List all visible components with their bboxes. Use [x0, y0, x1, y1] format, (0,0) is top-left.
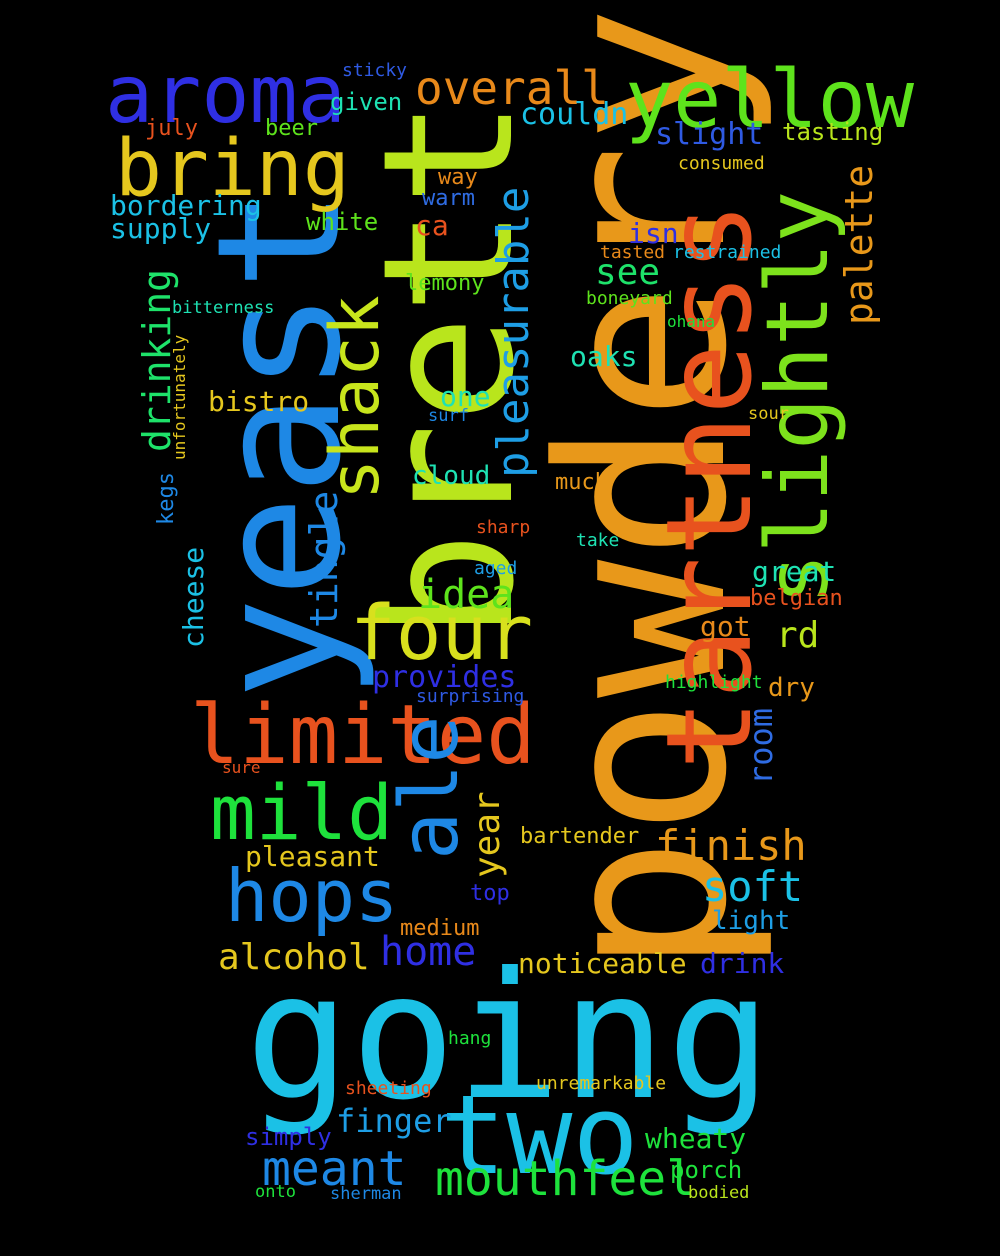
word: restrained [673, 242, 782, 263]
word: bistro [208, 385, 310, 418]
word: soft [702, 862, 804, 911]
word: two [440, 1071, 639, 1199]
word: wheaty [645, 1122, 747, 1155]
word: got [700, 610, 751, 643]
word: bordering [110, 189, 262, 222]
word: hops [225, 854, 399, 938]
word: mouthfeel [435, 1151, 696, 1207]
word: slight [655, 117, 764, 152]
word: lemony [405, 271, 485, 296]
word: home [380, 929, 477, 975]
word: sheeting [345, 1078, 432, 1099]
word: alcohol [218, 937, 370, 978]
word: july [145, 116, 198, 141]
word: medium [400, 916, 480, 941]
word: meant [262, 1141, 407, 1197]
word: noticeable [518, 947, 687, 980]
word: drink [700, 947, 785, 980]
word: shack [316, 295, 395, 500]
word: onto [255, 1182, 296, 1202]
word: cloud [412, 461, 491, 491]
word: unfortunately [170, 334, 189, 460]
word: unremarkable [536, 1073, 667, 1094]
word: cheese [177, 546, 210, 648]
word: way [438, 165, 478, 190]
word: porch [670, 1156, 743, 1184]
word: ohana [667, 312, 716, 331]
word: room [742, 707, 780, 785]
word: pleasurable [488, 186, 539, 478]
word: one [440, 380, 491, 413]
word: warm [422, 186, 475, 211]
word: white [306, 208, 379, 236]
word: idea [418, 572, 515, 618]
word: overall [415, 61, 609, 115]
word: boneyard [586, 288, 673, 309]
word: mild [210, 768, 394, 857]
word: top [470, 881, 510, 906]
word: given [330, 88, 403, 116]
word: see [595, 252, 661, 293]
word: beer [265, 116, 318, 141]
word: much [555, 470, 608, 495]
word: aroma [105, 48, 346, 141]
word: highlight [665, 672, 763, 693]
word: surprising [416, 686, 525, 707]
word: bartender [520, 824, 640, 849]
word: ale [383, 715, 476, 861]
word: bodied [688, 1183, 750, 1203]
word: surf [428, 406, 469, 426]
word: tasted [600, 242, 666, 263]
word: finger [336, 1102, 452, 1140]
word: limited [190, 688, 536, 783]
word: sharp [476, 517, 531, 538]
word: light [712, 906, 791, 936]
word: dry [768, 673, 815, 703]
word: supply [110, 212, 212, 245]
word: tingle [302, 490, 346, 628]
word: ca [415, 209, 449, 242]
word: hang [448, 1028, 492, 1049]
word: sticky [342, 60, 408, 81]
word: couldn [520, 97, 629, 132]
word: consumed [678, 153, 765, 174]
word: finish [655, 821, 807, 870]
word: four [350, 588, 534, 677]
word: belgian [750, 586, 843, 611]
word: bring [115, 124, 350, 214]
word: pleasant [245, 840, 380, 873]
word: provides [372, 660, 517, 695]
word: palette [837, 164, 881, 325]
word: sherman [330, 1184, 402, 1204]
word: tasting [782, 118, 884, 146]
word: year [467, 791, 508, 878]
word: sour [748, 404, 789, 424]
word: going [245, 936, 772, 1139]
word: simply [245, 1123, 332, 1151]
word: oaks [570, 340, 638, 373]
word: aged [474, 558, 518, 579]
word: yellow [625, 53, 914, 146]
word: great [752, 555, 837, 588]
word: take [576, 530, 620, 551]
word: sure [222, 758, 261, 777]
word: kegs [154, 472, 179, 525]
word: bitterness [172, 298, 275, 318]
word: rd [776, 615, 820, 656]
word: isn [628, 217, 679, 250]
